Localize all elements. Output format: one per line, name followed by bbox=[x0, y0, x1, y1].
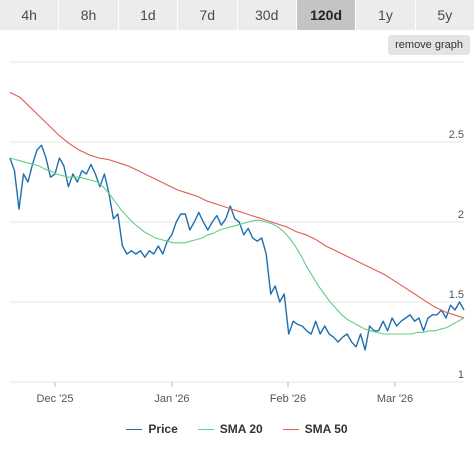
x-tick-label: Dec '25 bbox=[37, 393, 74, 405]
tab-30d[interactable]: 30d bbox=[237, 0, 297, 30]
tab-5y[interactable]: 5y bbox=[415, 0, 474, 30]
legend-swatch-sma50 bbox=[282, 428, 299, 430]
legend-label-sma50: SMA 50 bbox=[304, 422, 348, 436]
legend-label-price: Price bbox=[148, 422, 178, 436]
chart-legend: Price SMA 20 SMA 50 bbox=[0, 420, 474, 438]
tab-1y[interactable]: 1y bbox=[356, 0, 416, 30]
x-tick-label: Mar '26 bbox=[377, 393, 413, 405]
tab-8h[interactable]: 8h bbox=[59, 0, 119, 30]
y-tick-label: 1.5 bbox=[449, 289, 464, 301]
y-tick-label: 2.5 bbox=[449, 129, 464, 141]
legend-item-price[interactable]: Price bbox=[126, 422, 178, 436]
tab-7d[interactable]: 7d bbox=[178, 0, 238, 30]
tab-120d[interactable]: 120d bbox=[296, 0, 357, 30]
series-line-sma50[interactable] bbox=[9, 91, 465, 319]
series-line-price[interactable] bbox=[9, 144, 465, 351]
tab-4h[interactable]: 4h bbox=[0, 0, 60, 30]
legend-swatch-sma20 bbox=[197, 428, 214, 430]
legend-item-sma50[interactable]: SMA 50 bbox=[282, 422, 348, 436]
timeframe-tabs: 4h 8h 1d 7d 30d 120d 1y 5y bbox=[0, 0, 474, 30]
y-tick-label: 1 bbox=[458, 369, 464, 381]
x-tick-label: Jan '26 bbox=[154, 393, 189, 405]
legend-label-sma20: SMA 20 bbox=[219, 422, 263, 436]
legend-swatch-price bbox=[126, 428, 143, 430]
x-tick-label: Feb '26 bbox=[270, 393, 306, 405]
legend-item-sma20[interactable]: SMA 20 bbox=[197, 422, 263, 436]
remove-graph-button[interactable]: remove graph bbox=[388, 35, 470, 55]
y-tick-label: 2 bbox=[458, 209, 464, 221]
series-line-sma20[interactable] bbox=[9, 157, 465, 335]
tab-1d[interactable]: 1d bbox=[118, 0, 179, 30]
